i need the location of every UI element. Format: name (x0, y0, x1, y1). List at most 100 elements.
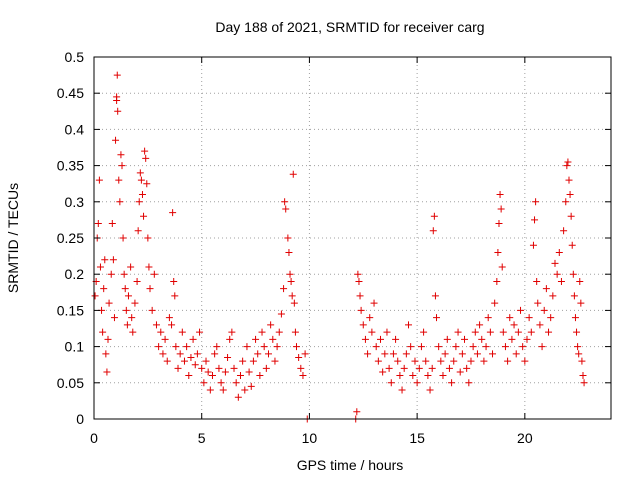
data-point (458, 350, 466, 358)
data-point (456, 368, 464, 376)
data-point (122, 306, 130, 314)
data-point (159, 350, 167, 358)
data-point (402, 350, 410, 358)
data-point (176, 350, 184, 358)
data-point (282, 205, 290, 213)
data-point (463, 364, 471, 372)
x-tick-label: 10 (302, 430, 318, 446)
data-point (480, 357, 488, 365)
data-point (241, 386, 249, 394)
data-point (191, 361, 199, 369)
data-point (134, 227, 142, 235)
data-point (280, 285, 288, 293)
data-point (171, 292, 179, 300)
data-point (555, 248, 563, 256)
data-point (542, 285, 550, 293)
data-point (152, 321, 160, 329)
x-tick-label: 20 (517, 430, 533, 446)
data-point (226, 335, 234, 343)
data-point (353, 408, 361, 416)
data-point (284, 234, 292, 242)
data-point (364, 350, 372, 358)
data-point (281, 198, 289, 206)
data-point (469, 343, 477, 351)
y-tick-label: 0.25 (57, 230, 84, 246)
data-point (170, 277, 178, 285)
data-point (437, 357, 445, 365)
data-point (547, 314, 555, 322)
data-point (295, 353, 303, 361)
y-tick-label: 0.45 (57, 85, 84, 101)
data-point (517, 306, 525, 314)
data-point (133, 277, 141, 285)
data-point (519, 343, 527, 351)
data-point (208, 372, 216, 380)
x-tick-label: 0 (90, 430, 98, 446)
data-point (575, 350, 583, 358)
data-point (96, 263, 104, 271)
data-point (493, 277, 501, 285)
data-point (496, 191, 504, 199)
data-point (141, 147, 149, 155)
data-point (560, 227, 568, 235)
data-point (299, 372, 307, 380)
data-point (563, 162, 571, 170)
y-axis-ticks: 0 0.05 0.1 0.15 0.2 0.25 0.3 0.35 0.4 0.45 0.5 (57, 49, 611, 427)
data-point (389, 350, 397, 358)
data-point (394, 357, 402, 365)
data-point (400, 364, 408, 372)
data-point (538, 343, 546, 351)
data-point (163, 357, 171, 365)
data-point (445, 364, 453, 372)
data-point (467, 357, 475, 365)
data-point (569, 270, 577, 278)
data-point (138, 191, 146, 199)
data-point (521, 357, 529, 365)
data-point (142, 154, 150, 162)
data-point (187, 353, 195, 361)
data-point (105, 299, 113, 307)
data-point (512, 350, 520, 358)
data-point (562, 198, 570, 206)
data-point (361, 335, 369, 343)
data-point (112, 136, 120, 144)
data-point (136, 169, 144, 177)
data-point (128, 314, 136, 322)
data-point (461, 335, 469, 343)
data-point (146, 285, 154, 293)
data-point (484, 314, 492, 322)
data-point (288, 292, 296, 300)
data-point (183, 343, 191, 351)
data-point (422, 357, 430, 365)
data-point (383, 328, 391, 336)
data-point (545, 328, 553, 336)
data-point (377, 335, 385, 343)
data-point (135, 198, 143, 206)
data-point (385, 364, 393, 372)
data-point (120, 270, 128, 278)
data-point (271, 357, 279, 365)
data-point (114, 107, 122, 115)
data-point (91, 292, 99, 300)
data-point (426, 386, 434, 394)
data-point (374, 357, 382, 365)
data-point (119, 234, 127, 242)
data-point (473, 350, 481, 358)
data-point (202, 357, 210, 365)
data-point (413, 379, 421, 387)
data-point (571, 314, 579, 322)
data-point (482, 343, 490, 351)
data-point (165, 314, 173, 322)
data-point (198, 364, 206, 372)
data-point (424, 372, 432, 380)
data-point (239, 357, 247, 365)
y-tick-label: 0.2 (65, 266, 85, 282)
data-point (161, 335, 169, 343)
data-point (286, 270, 294, 278)
data-point (285, 248, 293, 256)
data-point (392, 335, 400, 343)
data-point (123, 321, 131, 329)
data-point (247, 382, 255, 390)
data-point (553, 270, 561, 278)
data-point (193, 350, 201, 358)
